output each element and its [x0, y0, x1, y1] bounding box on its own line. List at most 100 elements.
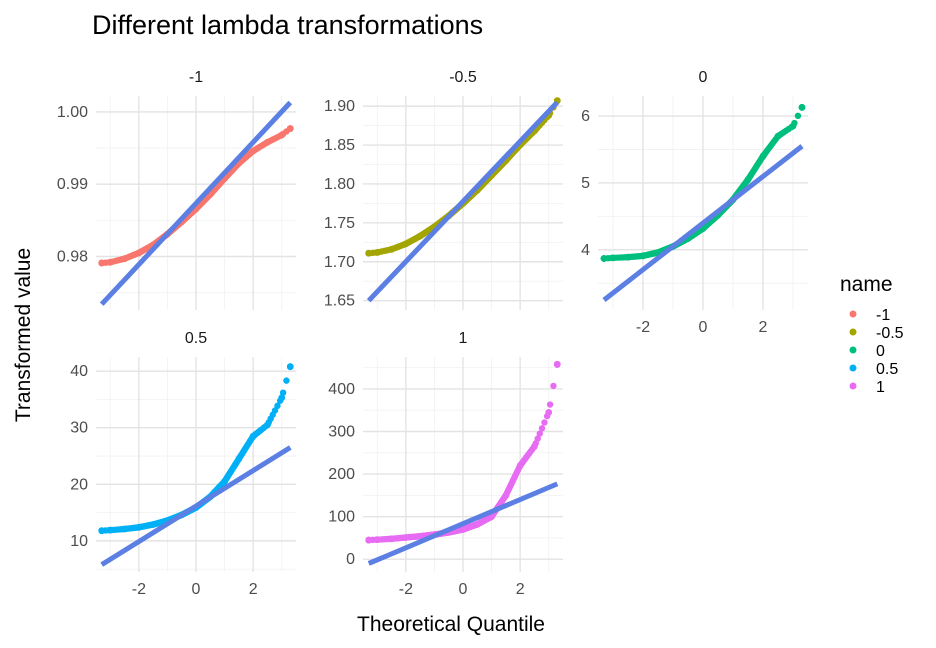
panel-1: 1 0 100 200 300 400 -2 0 2 — [328, 330, 563, 598]
data-point — [624, 253, 632, 261]
legend: name -1-0.500.51 — [840, 273, 904, 396]
data-point — [516, 462, 524, 469]
x-tick-label: 2 — [249, 581, 258, 598]
x-tick-label: 2 — [516, 581, 525, 598]
y-tick-label: 40 — [70, 363, 88, 380]
y-tick-label: 400 — [328, 381, 355, 398]
legend-key — [849, 382, 857, 390]
data-point — [373, 536, 381, 544]
data-point — [541, 419, 548, 426]
data-point — [639, 252, 647, 260]
data-point — [249, 432, 257, 440]
y-tick-label: 200 — [328, 466, 355, 483]
data-point — [798, 103, 806, 111]
data-point — [388, 535, 395, 543]
data-point — [546, 401, 554, 408]
facet-strip-label: -0.5 — [449, 69, 477, 86]
y-tick-label: 30 — [70, 420, 88, 437]
x-tick-label: 2 — [759, 319, 768, 336]
data-point — [98, 527, 106, 535]
data-point — [286, 125, 294, 132]
data-point — [106, 526, 114, 534]
y-tick-label: 300 — [328, 424, 355, 441]
data-point — [278, 131, 286, 139]
data-point — [365, 536, 373, 544]
data-point — [502, 491, 510, 499]
data-point — [531, 443, 538, 450]
reference-line — [367, 481, 559, 566]
x-tick-label: 0 — [459, 581, 468, 598]
y-tick-label: 0 — [346, 551, 355, 568]
y-tick-label: 100 — [328, 509, 355, 526]
data-point — [121, 255, 128, 263]
facet-strip-label: -1 — [189, 69, 203, 86]
data-point — [135, 249, 143, 257]
facet-strip-label: 0 — [699, 69, 708, 86]
data-point — [759, 152, 767, 160]
legend-item: 0 — [849, 343, 885, 360]
data-point — [402, 240, 410, 248]
reference-line — [99, 100, 293, 306]
y-tick-label: 1.00 — [57, 104, 88, 121]
data-point — [278, 394, 286, 402]
data-point — [402, 534, 410, 541]
y-tick-label: 1.70 — [324, 254, 355, 271]
data-point — [135, 523, 143, 531]
data-point — [473, 520, 481, 528]
y-tick-label: 4 — [581, 242, 590, 259]
y-tick-label: 1.65 — [324, 293, 355, 310]
facet-strip-label: 0.5 — [185, 330, 207, 347]
legend-key — [849, 310, 857, 318]
data-point — [221, 478, 228, 485]
y-tick-label: 5 — [581, 175, 590, 192]
x-axis-label: Theoretical Quantile — [357, 613, 545, 636]
y-tick-label: 1.90 — [324, 98, 355, 115]
legend-key — [849, 364, 857, 372]
y-tick-label: 6 — [581, 108, 590, 125]
data-point — [373, 249, 381, 256]
y-tick-label: 1.85 — [324, 137, 355, 154]
y-tick-label: 0.98 — [57, 249, 88, 266]
facet-strip-label: 1 — [459, 330, 468, 347]
data-point — [545, 408, 553, 416]
data-point — [459, 526, 467, 533]
panel-0.5: 0.5 10 20 30 40 -2 0 2 — [70, 330, 296, 598]
data-point — [553, 360, 561, 368]
data-point — [274, 402, 281, 410]
panel-0: 0 4 5 6 -2 0 2 — [581, 69, 808, 336]
legend-item: 0.5 — [849, 361, 898, 378]
y-tick-label: 20 — [70, 476, 88, 493]
legend-title: name — [840, 273, 893, 296]
legend-label: 0 — [876, 343, 885, 360]
data-point — [609, 254, 617, 262]
reference-line — [100, 445, 292, 567]
y-tick-label: 0.99 — [57, 176, 88, 193]
y-tick-label: 10 — [70, 533, 88, 550]
data-point — [744, 176, 752, 183]
x-tick-label: -2 — [636, 319, 650, 336]
data-point — [279, 389, 287, 396]
x-tick-label: 0 — [192, 581, 201, 598]
data-point — [388, 245, 395, 253]
data-point — [365, 249, 373, 257]
data-point — [536, 430, 543, 437]
legend-label: -0.5 — [876, 325, 904, 342]
data-point — [149, 521, 157, 528]
reference-line — [366, 100, 560, 303]
data-point — [534, 435, 541, 442]
legend-key — [849, 346, 857, 354]
data-point — [416, 232, 424, 240]
data-point — [121, 525, 128, 533]
data-point — [789, 122, 797, 130]
data-point — [538, 425, 546, 432]
data-point — [264, 421, 271, 429]
legend-label: -1 — [876, 307, 890, 324]
legend-label: 0.5 — [876, 361, 898, 378]
y-axis-label: Transformed value — [12, 248, 35, 422]
legend-item: 1 — [849, 379, 885, 396]
data-point — [106, 258, 114, 266]
data-point — [774, 132, 782, 140]
chart-title: Different lambda transformations — [92, 10, 483, 40]
data-point — [249, 147, 257, 155]
